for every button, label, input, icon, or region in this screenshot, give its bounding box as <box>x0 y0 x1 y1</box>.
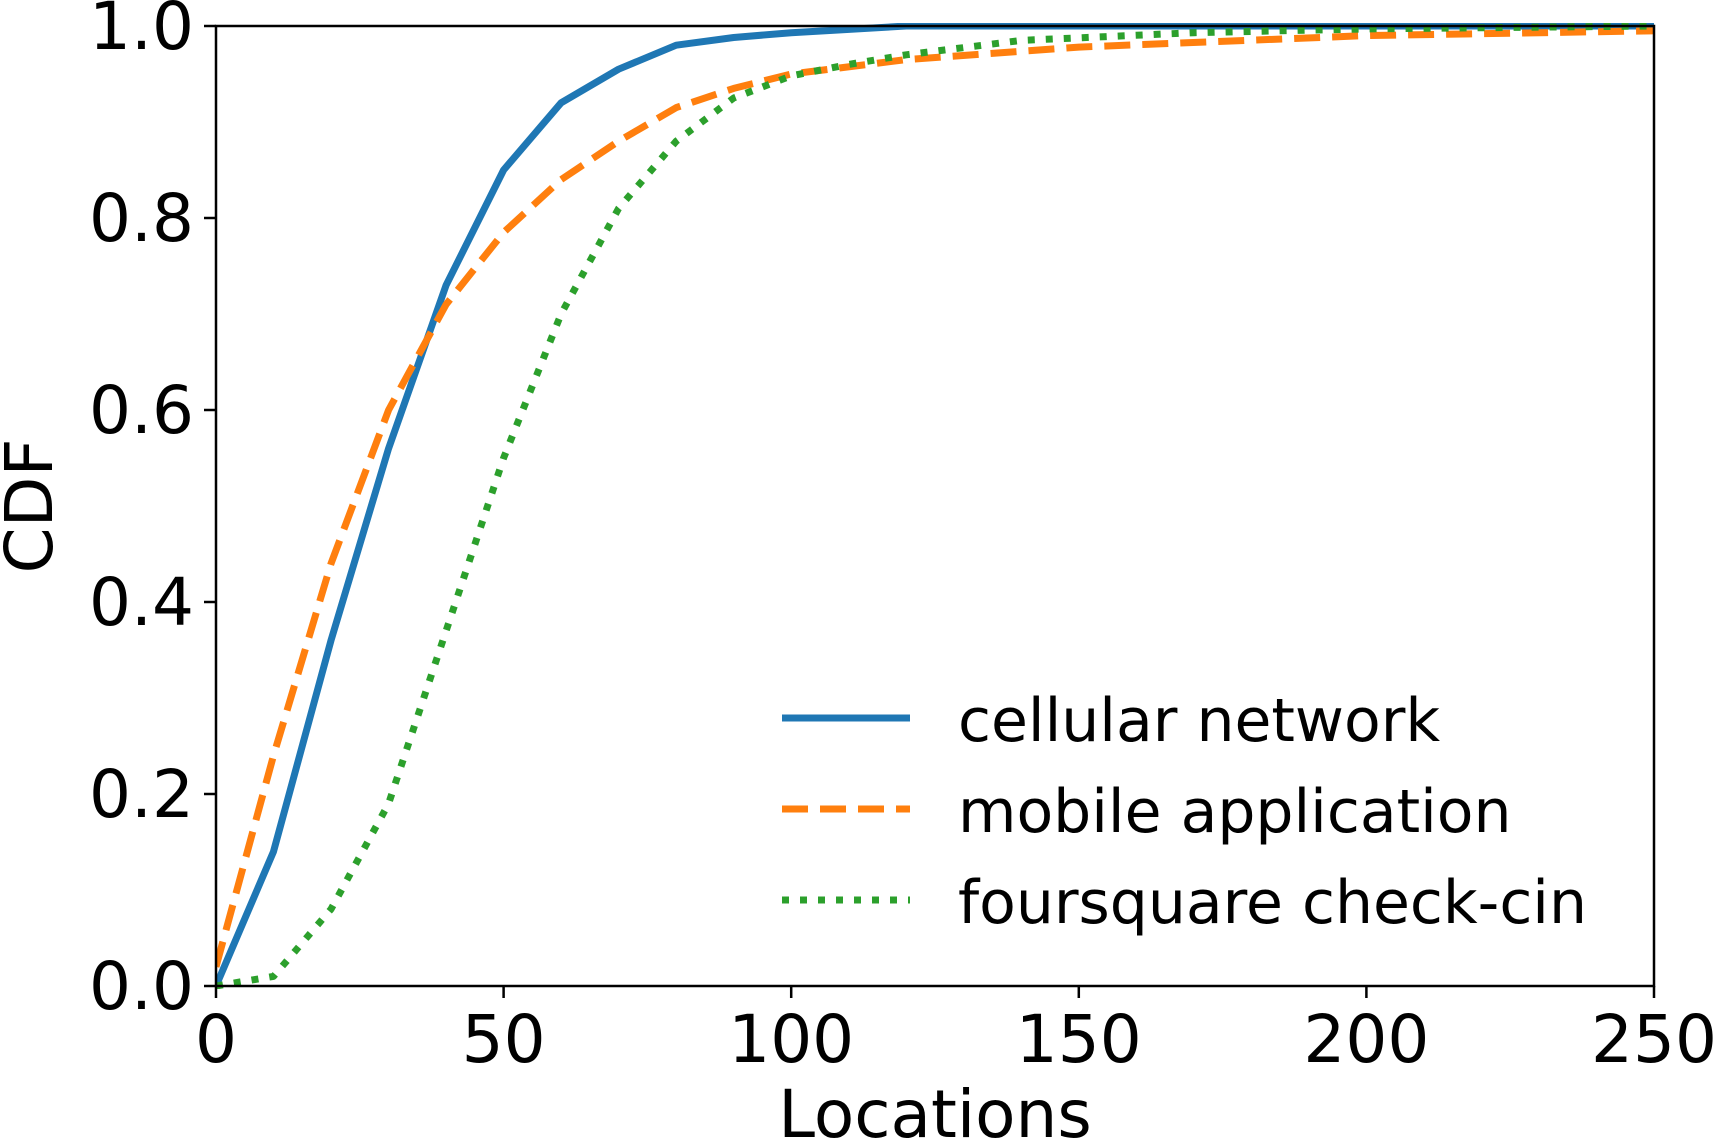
y-tick-label: 0.6 <box>89 372 194 449</box>
x-tick-label: 0 <box>195 1001 237 1078</box>
legend-label-2: mobile application <box>958 777 1512 847</box>
x-axis-ticks: 0 50 100 150 200 250 <box>195 986 1717 1078</box>
y-tick-label: 0.0 <box>89 948 194 1025</box>
x-axis-label: Locations <box>778 1076 1092 1143</box>
y-tick-label: 0.8 <box>89 180 194 257</box>
x-tick-label: 250 <box>1591 1001 1717 1078</box>
y-tick-label: 0.2 <box>89 756 194 833</box>
y-tick-label: 1.0 <box>89 0 194 65</box>
y-axis-ticks: 0.0 0.2 0.4 0.6 0.8 1.0 <box>89 0 216 1025</box>
legend-label-1: cellular network <box>958 686 1440 756</box>
x-tick-label: 100 <box>728 1001 854 1078</box>
x-tick-label: 150 <box>1016 1001 1142 1078</box>
y-tick-label: 0.4 <box>89 564 194 641</box>
legend: cellular network mobile application foursq… <box>782 686 1587 938</box>
x-tick-label: 50 <box>462 1001 546 1078</box>
series-line-3 <box>216 23 1654 989</box>
plot-frame <box>214 24 1656 988</box>
series-line-2 <box>216 27 1654 968</box>
y-axis-label: CDF <box>0 439 68 574</box>
x-tick-label: 200 <box>1303 1001 1429 1078</box>
legend-label-3: foursquare check-cin <box>958 868 1587 938</box>
